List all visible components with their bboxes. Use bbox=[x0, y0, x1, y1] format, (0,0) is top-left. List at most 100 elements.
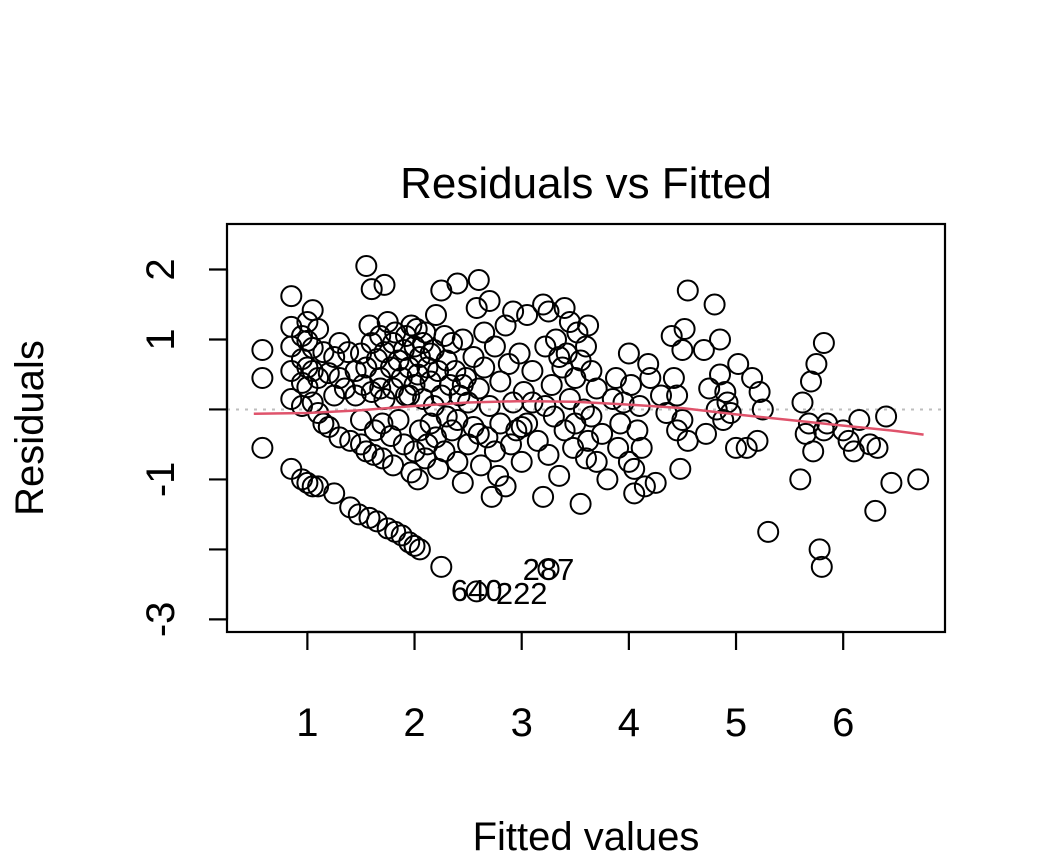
data-point-259 bbox=[875, 405, 898, 428]
point-label-0: 640 bbox=[451, 573, 503, 608]
data-point-200 bbox=[617, 450, 640, 473]
data-point-61 bbox=[371, 447, 394, 470]
data-point-225 bbox=[705, 398, 728, 421]
data-point-155 bbox=[510, 450, 533, 473]
data-point-190 bbox=[580, 405, 603, 428]
data-point-235 bbox=[741, 367, 764, 389]
data-point-222 bbox=[695, 422, 717, 445]
data-point-208 bbox=[637, 353, 660, 375]
data-point-20 bbox=[301, 336, 324, 359]
data-point-133 bbox=[465, 580, 488, 603]
data-point-141 bbox=[478, 395, 501, 417]
data-point-117 bbox=[435, 405, 458, 428]
data-point-32 bbox=[323, 346, 346, 368]
data-point-202 bbox=[623, 482, 646, 505]
data-point-149 bbox=[497, 353, 520, 375]
data-point-122 bbox=[446, 272, 469, 295]
data-point-85 bbox=[400, 314, 423, 337]
data-point-211 bbox=[660, 325, 683, 347]
data-point-167 bbox=[537, 558, 560, 580]
data-point-2 bbox=[251, 436, 274, 459]
data-point-168 bbox=[540, 374, 563, 396]
x-tick-label-0: 1 bbox=[296, 701, 318, 745]
data-point-160 bbox=[526, 429, 549, 452]
data-point-213 bbox=[666, 384, 689, 407]
smooth-line-group bbox=[253, 399, 924, 436]
data-point-113 bbox=[430, 555, 453, 578]
data-point-154 bbox=[508, 342, 531, 365]
x-tick-label-4: 5 bbox=[725, 701, 747, 745]
y-tick-label-2: -1 bbox=[139, 462, 183, 498]
data-point-215 bbox=[669, 457, 692, 480]
y-tick-label-5: 2 bbox=[139, 258, 183, 280]
data-point-267 bbox=[419, 342, 442, 365]
data-point-142 bbox=[480, 485, 503, 508]
data-point-21 bbox=[301, 360, 324, 382]
data-point-34 bbox=[323, 482, 346, 505]
data-point-138 bbox=[473, 356, 496, 379]
data-point-59 bbox=[369, 325, 392, 347]
data-point-170 bbox=[545, 328, 567, 351]
data-point-234 bbox=[735, 436, 758, 459]
y-tick-label-0: -3 bbox=[139, 602, 183, 638]
data-point-233 bbox=[727, 353, 750, 375]
x-tick-label-5: 6 bbox=[832, 701, 854, 745]
data-point-176 bbox=[558, 388, 581, 410]
data-point-248 bbox=[810, 555, 833, 578]
data-point-121 bbox=[444, 360, 467, 382]
data-point-24 bbox=[307, 318, 330, 340]
data-point-86 bbox=[400, 461, 423, 484]
data-point-173 bbox=[553, 297, 576, 319]
data-point-75 bbox=[387, 349, 410, 372]
data-point-227 bbox=[709, 328, 731, 351]
data-point-252 bbox=[832, 419, 855, 442]
data-point-220 bbox=[676, 429, 699, 452]
data-point-23 bbox=[301, 475, 324, 498]
data-point-25 bbox=[307, 367, 330, 389]
data-point-132 bbox=[465, 297, 488, 319]
data-point-126 bbox=[451, 471, 474, 494]
data-point-29 bbox=[312, 412, 335, 435]
data-point-123 bbox=[446, 450, 469, 473]
data-point-262 bbox=[510, 416, 533, 438]
data-point-192 bbox=[591, 422, 614, 445]
data-point-96 bbox=[408, 538, 431, 561]
data-point-119 bbox=[441, 332, 463, 354]
data-point-224 bbox=[703, 293, 726, 316]
data-point-43 bbox=[347, 503, 370, 526]
x-tick-label-3: 4 bbox=[618, 701, 640, 745]
data-point-229 bbox=[714, 381, 737, 403]
data-point-63 bbox=[373, 273, 396, 296]
data-point-136 bbox=[470, 454, 492, 477]
data-point-223 bbox=[698, 377, 721, 400]
data-point-194 bbox=[601, 388, 624, 410]
data-point-275 bbox=[328, 332, 351, 354]
chart-title: Residuals vs Fitted bbox=[400, 159, 772, 208]
data-point-238 bbox=[751, 398, 774, 421]
data-point-47 bbox=[355, 255, 378, 277]
data-point-166 bbox=[537, 443, 560, 466]
y-tick-label-4: 1 bbox=[139, 328, 183, 350]
data-point-272 bbox=[655, 402, 678, 424]
data-point-246 bbox=[805, 353, 828, 375]
data-point-185 bbox=[575, 335, 597, 358]
data-point-218 bbox=[673, 318, 696, 340]
data-point-157 bbox=[516, 304, 539, 326]
data-point-90 bbox=[403, 534, 426, 557]
smooth-line bbox=[253, 399, 924, 436]
data-point-125 bbox=[451, 328, 474, 351]
data-point-184 bbox=[572, 398, 595, 421]
data-point-261 bbox=[907, 468, 930, 491]
x-tick-label-1: 2 bbox=[403, 701, 425, 745]
data-point-240 bbox=[789, 468, 812, 491]
data-point-216 bbox=[671, 339, 694, 361]
x-axis-label: Fitted values bbox=[473, 815, 700, 859]
data-point-58 bbox=[366, 510, 388, 533]
data-point-247 bbox=[808, 538, 831, 561]
data-point-206 bbox=[630, 436, 653, 459]
data-point-269 bbox=[446, 409, 469, 431]
data-point-19 bbox=[301, 299, 324, 322]
data-point-0 bbox=[251, 339, 274, 361]
data-point-255 bbox=[848, 409, 871, 431]
data-point-135 bbox=[467, 377, 490, 400]
